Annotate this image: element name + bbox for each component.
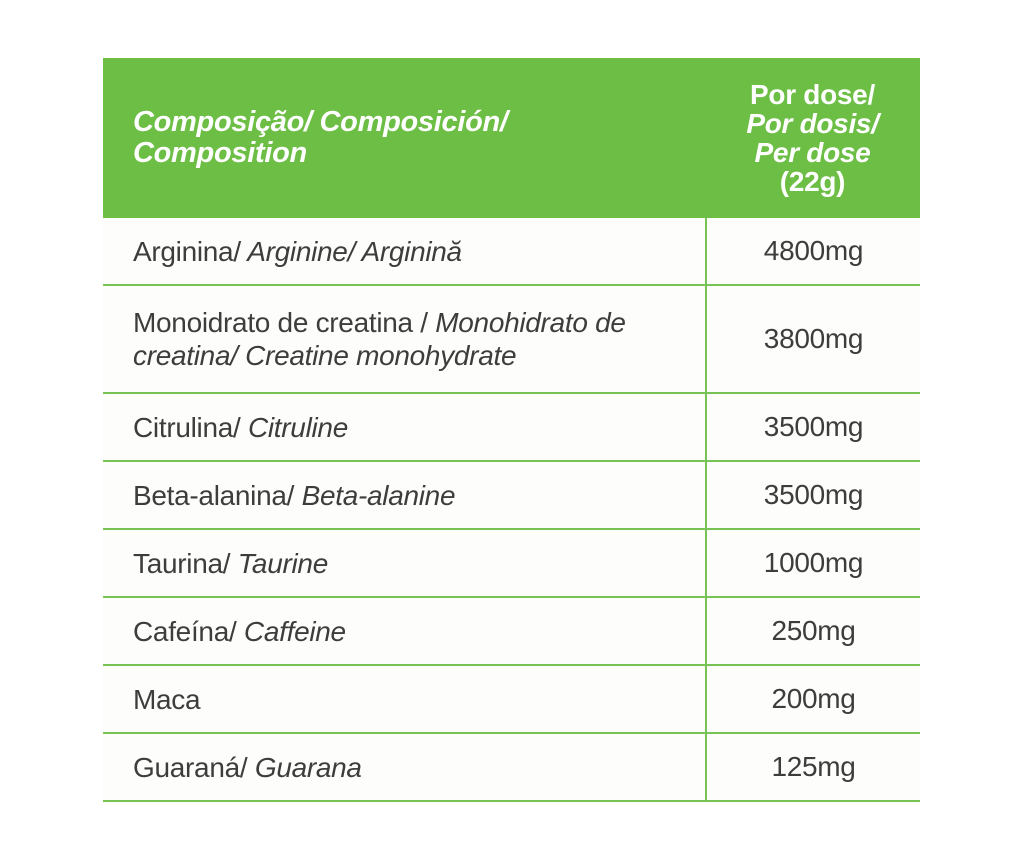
name-italic: Caffeine (236, 615, 346, 647)
header-composition-line1: Composição/ Composición/ (133, 106, 508, 138)
ingredient-name: Guaraná/ Guarana (103, 734, 705, 800)
ingredient-amount: 1000mg (705, 530, 920, 596)
table-row-cafeina: Cafeína/ Caffeine 250mg (103, 598, 920, 666)
ingredient-amount: 3500mg (705, 394, 920, 460)
name-regular: Maca (133, 683, 201, 715)
name-regular: Guaraná/ (133, 751, 248, 783)
ingredient-name: Citrulina/ Citruline (103, 394, 705, 460)
ingredient-name: Arginina/ Arginine/ Arginină (103, 218, 705, 284)
name-regular: Taurina/ (133, 547, 231, 579)
ingredient-amount: 250mg (705, 598, 920, 664)
table-header-row: Composição/ Composición/ Composition Por… (103, 58, 920, 218)
header-dose-line2: Por dosis/ (746, 108, 879, 139)
ingredient-name: Beta-alanina/ Beta-alanine (103, 462, 705, 528)
ingredient-amount: 200mg (705, 666, 920, 732)
header-dose-line1: Por dose/ (750, 79, 875, 110)
ingredient-name: Monoidrato de creatina / Monohidrato de … (103, 286, 705, 392)
ingredient-name: Cafeína/ Caffeine (103, 598, 705, 664)
header-per-dose: Por dose/ Por dosis/ Per dose (22g) (705, 58, 920, 218)
header-composition: Composição/ Composición/ Composition (103, 58, 705, 218)
composition-table: Composição/ Composición/ Composition Por… (103, 58, 920, 802)
name-italic: Citruline (240, 411, 348, 443)
name-regular: Monoidrato de creatina / (133, 307, 428, 338)
name-italic: Taurine (230, 547, 329, 579)
name-italic: Monohidrato de creatina/ Creatine monohy… (133, 307, 626, 371)
ingredient-amount: 4800mg (705, 218, 920, 284)
header-dose-line4: (22g) (779, 166, 846, 197)
ingredient-amount: 3500mg (705, 462, 920, 528)
header-composition-text: Composição/ Composición/ Composition (133, 107, 508, 169)
header-dose-line3: Per dose (754, 137, 871, 168)
ingredient-name: Taurina/ Taurine (103, 530, 705, 596)
ingredient-name: Maca (103, 666, 705, 732)
name-regular: Beta-alanina/ (133, 479, 295, 511)
header-composition-line2: Composition (133, 137, 307, 169)
table-row-beta-alanina: Beta-alanina/ Beta-alanine 3500mg (103, 462, 920, 530)
table-row-citrulina: Citrulina/ Citruline 3500mg (103, 394, 920, 462)
table-row-guarana: Guaraná/ Guarana 125mg (103, 734, 920, 802)
name-italic: Arginine/ Arginină (240, 235, 462, 267)
table-row-taurina: Taurina/ Taurine 1000mg (103, 530, 920, 598)
table-row-creatina: Monoidrato de creatina / Monohidrato de … (103, 286, 920, 394)
name-regular: Cafeína/ (133, 615, 237, 647)
ingredient-amount: 3800mg (705, 286, 920, 392)
table-row-maca: Maca 200mg (103, 666, 920, 734)
name-regular: Citrulina/ (133, 411, 241, 443)
name-italic: Guarana (247, 751, 362, 783)
ingredient-amount: 125mg (705, 734, 920, 800)
name-regular: Arginina/ (133, 235, 241, 267)
table-row-arginina: Arginina/ Arginine/ Arginină 4800mg (103, 218, 920, 286)
name-italic: Beta-alanine (294, 479, 456, 511)
